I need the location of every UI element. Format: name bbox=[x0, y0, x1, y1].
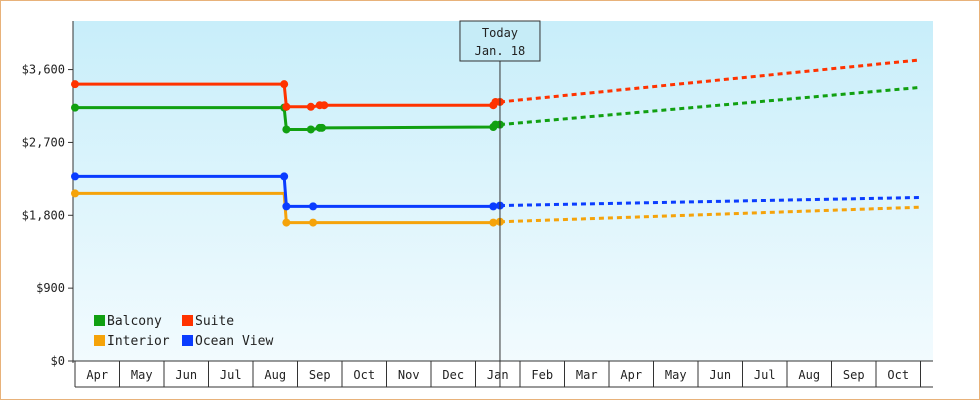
data-point bbox=[317, 123, 326, 132]
data-point bbox=[489, 202, 498, 211]
forecast-line bbox=[499, 205, 921, 224]
data-point bbox=[489, 218, 498, 227]
legend-entry: Balcony bbox=[107, 314, 162, 329]
today-date: Jan. 18 bbox=[475, 44, 526, 58]
data-point bbox=[71, 189, 79, 198]
x-tick-label: Jul bbox=[754, 368, 776, 382]
data-point bbox=[71, 80, 79, 89]
legend: Balcony Suite Interior Ocean View bbox=[94, 314, 273, 349]
x-tick-label: May bbox=[131, 368, 153, 382]
legend-entry: Ocean View bbox=[195, 334, 273, 349]
x-tick-label: Oct bbox=[887, 368, 909, 382]
legend-entry: Interior bbox=[107, 334, 170, 349]
forecast-line bbox=[499, 85, 921, 127]
today-label: Today bbox=[482, 26, 518, 40]
x-tick-label: Apr bbox=[86, 368, 108, 382]
legend-entry: Suite bbox=[195, 314, 234, 329]
legend-swatch bbox=[182, 315, 193, 326]
x-tick-label: Nov bbox=[398, 368, 420, 382]
legend-swatch bbox=[94, 315, 105, 326]
data-point bbox=[309, 202, 318, 211]
data-point bbox=[306, 102, 315, 111]
today-box bbox=[459, 20, 541, 62]
series-layer bbox=[71, 58, 921, 227]
x-tick-label: Jan bbox=[487, 368, 509, 382]
x-tick-label: Jun bbox=[175, 368, 197, 382]
x-tick-label: Jun bbox=[709, 368, 731, 382]
legend-swatch bbox=[94, 335, 105, 346]
x-tick-label: Sep bbox=[309, 368, 331, 382]
x-tick-label: Oct bbox=[353, 368, 375, 382]
data-point bbox=[282, 125, 291, 134]
x-tick-label: Feb bbox=[531, 368, 553, 382]
x-tick-label: Apr bbox=[620, 368, 642, 382]
today-marker: Today Jan. 18 bbox=[459, 20, 541, 387]
forecast-line bbox=[499, 58, 921, 104]
x-tick-label: Jul bbox=[220, 368, 242, 382]
x-tick-label: Dec bbox=[442, 368, 464, 382]
data-point bbox=[71, 103, 79, 112]
x-tick-label: Aug bbox=[798, 368, 820, 382]
x-tick-label: Sep bbox=[843, 368, 865, 382]
data-point bbox=[282, 202, 291, 211]
y-tick-label: $900 bbox=[36, 281, 65, 295]
data-point bbox=[282, 218, 291, 227]
x-tick-label: Aug bbox=[264, 368, 286, 382]
forecast-line bbox=[499, 195, 921, 208]
data-point bbox=[309, 218, 318, 227]
y-tick-label: $0 bbox=[51, 354, 65, 368]
data-point bbox=[320, 101, 329, 110]
data-point bbox=[282, 102, 291, 111]
data-point bbox=[71, 172, 79, 181]
legend-swatch bbox=[182, 335, 193, 346]
x-tick-label: Mar bbox=[576, 368, 598, 382]
y-tick-label: $2,700 bbox=[22, 135, 65, 149]
y-tick-label: $1,800 bbox=[22, 208, 65, 222]
data-point bbox=[306, 125, 315, 134]
axes: $0 $900 $1,800 $2,700 $3,600 Apr May Jun Jul Aug S… bbox=[22, 21, 933, 388]
plot-area bbox=[73, 21, 933, 361]
data-point bbox=[280, 172, 289, 181]
y-tick-label: $3,600 bbox=[22, 63, 65, 77]
x-tick-label: May bbox=[665, 368, 687, 382]
data-point bbox=[280, 80, 289, 89]
